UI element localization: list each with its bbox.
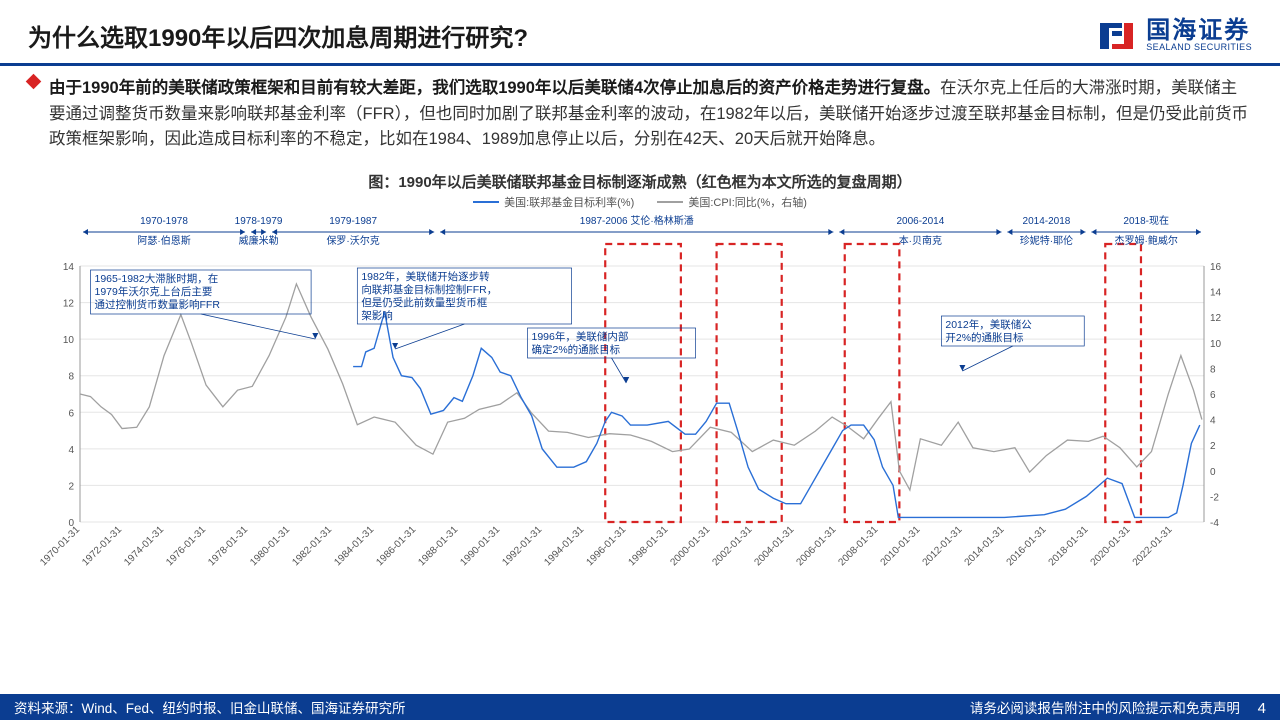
svg-text:1978-01-31: 1978-01-31: [206, 524, 250, 568]
svg-text:1979-1987: 1979-1987: [329, 216, 377, 227]
svg-text:2018-01-31: 2018-01-31: [1047, 524, 1091, 568]
svg-text:本·贝南克: 本·贝南克: [899, 234, 942, 247]
svg-text:1972-01-31: 1972-01-31: [80, 524, 124, 568]
chart-svg: 02468101214-4-202468101214161970-01-3119…: [28, 214, 1252, 582]
svg-text:开2%的通胀目标: 开2%的通胀目标: [945, 331, 1024, 344]
svg-text:珍妮特·耶伦: 珍妮特·耶伦: [1020, 234, 1073, 247]
logo: 国海证券 SEALAND SECURITIES: [1098, 19, 1252, 53]
svg-text:2004-01-31: 2004-01-31: [752, 524, 796, 568]
svg-text:14: 14: [63, 262, 75, 273]
svg-text:1970-1978: 1970-1978: [140, 216, 188, 227]
svg-text:确定2%的通胀目标: 确定2%的通胀目标: [531, 343, 620, 356]
header-rule: [0, 63, 1280, 66]
svg-text:14: 14: [1210, 287, 1222, 298]
svg-text:1979年沃尔克上台后主要: 1979年沃尔克上台后主要: [95, 285, 213, 298]
svg-text:1982-01-31: 1982-01-31: [290, 524, 334, 568]
legend-ffr-swatch: [473, 201, 499, 203]
para-lead: 由于1990年前的美联储政策框架和目前有较大差距，我们选取1990年以后美联储4…: [49, 79, 940, 97]
main-paragraph: 由于1990年前的美联储政策框架和目前有较大差距，我们选取1990年以后美联储4…: [28, 76, 1252, 153]
chart-title: 图：1990年以后美联储联邦基金目标制逐渐成熟（红色框为本文所选的复盘周期）: [28, 171, 1252, 192]
svg-text:1990-01-31: 1990-01-31: [458, 524, 502, 568]
source-text: 资料来源：Wind、Fed、纽约时报、旧金山联储、国海证券研究所: [14, 697, 406, 717]
logo-icon: [1098, 19, 1138, 53]
svg-text:2012-01-31: 2012-01-31: [921, 524, 965, 568]
svg-text:1998-01-31: 1998-01-31: [626, 524, 670, 568]
svg-text:2014-01-31: 2014-01-31: [963, 524, 1007, 568]
svg-text:2: 2: [68, 481, 74, 492]
legend: 美国:联邦基金目标利率(%) 美国:CPI:同比(%，右轴): [28, 194, 1252, 210]
logo-en: SEALAND SECURITIES: [1146, 43, 1252, 52]
legend-cpi: 美国:CPI:同比(%，右轴): [657, 194, 807, 210]
svg-text:1988-01-31: 1988-01-31: [416, 524, 460, 568]
chart-container: 图：1990年以后美联储联邦基金目标制逐渐成熟（红色框为本文所选的复盘周期） 美…: [28, 171, 1252, 582]
header: 为什么选取1990年以后四次加息周期进行研究? 国海证券 SEALAND SEC…: [0, 0, 1280, 59]
svg-text:1996年，美联储内部: 1996年，美联储内部: [531, 330, 628, 343]
legend-ffr: 美国:联邦基金目标利率(%): [473, 194, 634, 210]
svg-text:4: 4: [1210, 415, 1216, 426]
svg-text:2006-2014: 2006-2014: [896, 216, 944, 227]
svg-text:6: 6: [1210, 390, 1216, 401]
svg-text:向联邦基金目标制控制FFR，: 向联邦基金目标制控制FFR，: [361, 283, 497, 296]
footer-bar: 资料来源：Wind、Fed、纽约时报、旧金山联储、国海证券研究所 请务必阅读报告…: [0, 694, 1280, 720]
svg-text:但是仍受此前数量型货币框: 但是仍受此前数量型货币框: [361, 296, 487, 309]
svg-text:1992-01-31: 1992-01-31: [500, 524, 544, 568]
svg-text:威廉米勒: 威廉米勒: [239, 234, 279, 247]
svg-text:阿瑟·伯恩斯: 阿瑟·伯恩斯: [137, 234, 190, 247]
svg-text:2006-01-31: 2006-01-31: [795, 524, 839, 568]
svg-text:1970-01-31: 1970-01-31: [38, 524, 82, 568]
svg-text:2018-现在: 2018-现在: [1123, 215, 1169, 227]
svg-text:6: 6: [68, 408, 74, 419]
disclaimer-text: 请务必阅读报告附注中的风险提示和免责声明: [970, 701, 1240, 716]
body: 由于1990年前的美联储政策框架和目前有较大差距，我们选取1990年以后美联储4…: [0, 76, 1280, 582]
svg-text:杰罗姆·鲍威尔: 杰罗姆·鲍威尔: [1115, 234, 1178, 247]
page-number: 4: [1258, 700, 1266, 717]
svg-text:1978-1979: 1978-1979: [235, 216, 283, 227]
svg-text:架影响: 架影响: [361, 309, 393, 322]
svg-text:2020-01-31: 2020-01-31: [1089, 524, 1133, 568]
svg-text:2012年，美联储公: 2012年，美联储公: [945, 318, 1032, 331]
svg-text:1984-01-31: 1984-01-31: [332, 524, 376, 568]
svg-text:0: 0: [1210, 466, 1216, 477]
svg-text:通过控制货币数量影响FFR: 通过控制货币数量影响FFR: [95, 298, 221, 311]
svg-text:12: 12: [63, 298, 75, 309]
svg-text:2016-01-31: 2016-01-31: [1005, 524, 1049, 568]
svg-text:2000-01-31: 2000-01-31: [668, 524, 712, 568]
svg-text:2010-01-31: 2010-01-31: [879, 524, 923, 568]
svg-text:8: 8: [68, 371, 74, 382]
svg-text:保罗·沃尔克: 保罗·沃尔克: [326, 234, 379, 247]
svg-text:2: 2: [1210, 441, 1216, 452]
svg-text:1980-01-31: 1980-01-31: [248, 524, 292, 568]
svg-text:10: 10: [1210, 338, 1222, 349]
svg-text:1965-1982大滞胀时期，在: 1965-1982大滞胀时期，在: [95, 272, 219, 285]
svg-text:8: 8: [1210, 364, 1216, 375]
svg-text:4: 4: [68, 445, 74, 456]
svg-text:2008-01-31: 2008-01-31: [837, 524, 881, 568]
svg-text:12: 12: [1210, 313, 1222, 324]
svg-text:10: 10: [63, 335, 75, 346]
svg-text:1982年，美联储开始逐步转: 1982年，美联储开始逐步转: [361, 270, 490, 283]
logo-cn: 国海证券: [1146, 19, 1252, 43]
svg-text:1987-2006 艾伦·格林斯潘: 1987-2006 艾伦·格林斯潘: [580, 214, 694, 227]
bullet-diamond-icon: [26, 74, 42, 90]
svg-text:1974-01-31: 1974-01-31: [122, 524, 166, 568]
legend-cpi-swatch: [657, 201, 683, 203]
svg-text:16: 16: [1210, 262, 1222, 273]
page-title: 为什么选取1990年以后四次加息周期进行研究?: [28, 18, 528, 53]
svg-text:-2: -2: [1210, 492, 1219, 503]
svg-text:1976-01-31: 1976-01-31: [164, 524, 208, 568]
svg-text:1986-01-31: 1986-01-31: [374, 524, 418, 568]
svg-text:1994-01-31: 1994-01-31: [542, 524, 586, 568]
svg-text:2022-01-31: 2022-01-31: [1131, 524, 1175, 568]
svg-text:2014-2018: 2014-2018: [1023, 216, 1071, 227]
svg-text:2002-01-31: 2002-01-31: [710, 524, 754, 568]
svg-text:-4: -4: [1210, 518, 1219, 529]
svg-text:1996-01-31: 1996-01-31: [584, 524, 628, 568]
